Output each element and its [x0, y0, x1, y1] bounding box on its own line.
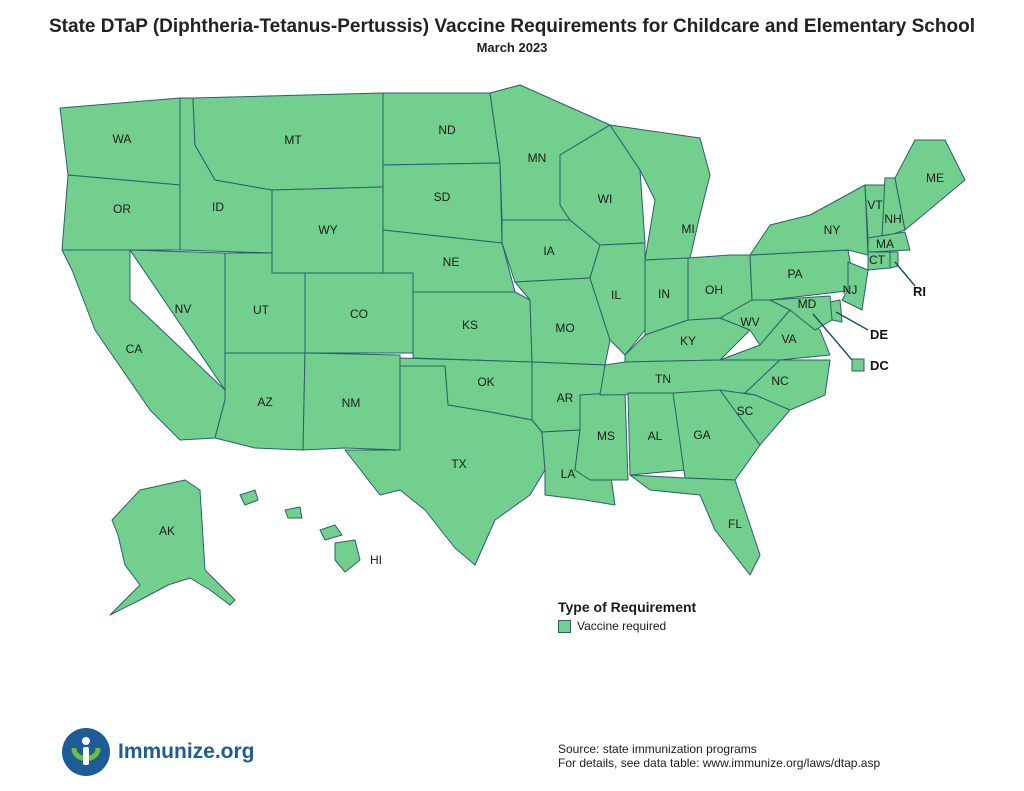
- label-MS: MS: [597, 429, 615, 443]
- label-VA: VA: [781, 332, 796, 346]
- state-HI[interactable]: [239, 489, 361, 573]
- state-RI[interactable]: [889, 251, 899, 269]
- label-VT: VT: [867, 198, 883, 212]
- label-MI: MI: [681, 222, 694, 236]
- ri-leader-line: [894, 261, 916, 287]
- label-AR: AR: [557, 391, 574, 405]
- map-subtitle: March 2023: [476, 40, 548, 55]
- label-OH: OH: [705, 283, 723, 297]
- state-FL[interactable]: [629, 474, 761, 576]
- label-LA: LA: [561, 467, 576, 481]
- label-TN: TN: [655, 372, 671, 386]
- label-IL: IL: [611, 288, 621, 302]
- label-RI: RI: [913, 284, 926, 299]
- legend-label: Vaccine required: [577, 619, 667, 633]
- label-AZ: AZ: [257, 395, 272, 409]
- dc-leader-line: [812, 313, 853, 361]
- legend-item: Vaccine required: [558, 619, 666, 633]
- label-NE: NE: [443, 255, 460, 269]
- label-IA: IA: [543, 244, 554, 258]
- state-NM[interactable]: [302, 352, 401, 451]
- label-IN: IN: [658, 287, 670, 301]
- label-WI: WI: [598, 192, 613, 206]
- label-DC: DC: [870, 358, 889, 373]
- label-NM: NM: [342, 396, 361, 410]
- label-GA: GA: [693, 428, 710, 442]
- map-title: State DTaP (Diphtheria-Tetanus-Pertussis…: [49, 16, 975, 37]
- state-GA[interactable]: [672, 389, 761, 481]
- state-TX[interactable]: [344, 365, 546, 566]
- state-NY[interactable]: [749, 184, 869, 256]
- label-CA: CA: [126, 342, 143, 356]
- label-KS: KS: [462, 318, 478, 332]
- legend-title: Type of Requirement: [558, 599, 697, 615]
- label-NH: NH: [884, 212, 901, 226]
- state-AK[interactable]: [109, 479, 236, 616]
- label-PA: PA: [787, 267, 802, 281]
- label-UT: UT: [253, 303, 270, 317]
- immunize-logo[interactable]: Immunize.org: [62, 728, 255, 776]
- label-NY: NY: [824, 223, 841, 237]
- label-OK: OK: [477, 375, 494, 389]
- state-ME[interactable]: [894, 139, 966, 231]
- logo-text: Immunize.org: [118, 740, 255, 763]
- de-leader-line: [835, 311, 869, 331]
- details-line: For details, see data table: www.immuniz…: [558, 756, 881, 770]
- label-ME: ME: [926, 171, 944, 185]
- label-MT: MT: [284, 133, 302, 147]
- label-MA: MA: [876, 237, 894, 251]
- label-AL: AL: [648, 429, 663, 443]
- label-SC: SC: [737, 404, 754, 418]
- label-OR: OR: [113, 202, 131, 216]
- state-MD[interactable]: [769, 295, 833, 331]
- label-CT: CT: [869, 253, 886, 267]
- label-MO: MO: [555, 321, 574, 335]
- label-NC: NC: [771, 374, 789, 388]
- logo-mark-icon: [62, 728, 110, 776]
- label-ID: ID: [212, 200, 224, 214]
- source-note: Source: state immunization programs For …: [558, 742, 880, 770]
- label-WA: WA: [113, 132, 132, 146]
- label-SD: SD: [434, 190, 451, 204]
- state-NJ[interactable]: [841, 261, 869, 311]
- label-TX: TX: [451, 457, 466, 471]
- label-WY: WY: [318, 223, 337, 237]
- label-MN: MN: [528, 151, 547, 165]
- state-DC[interactable]: [851, 358, 865, 372]
- state-SC[interactable]: [719, 389, 791, 446]
- label-CO: CO: [350, 307, 368, 321]
- label-NV: NV: [175, 302, 192, 316]
- label-WV: WV: [740, 315, 759, 329]
- label-DE: DE: [870, 327, 888, 342]
- label-HI: HI: [370, 553, 382, 567]
- legend-swatch: [558, 619, 571, 633]
- label-NJ: NJ: [843, 283, 858, 297]
- label-AK: AK: [159, 524, 175, 538]
- label-KY: KY: [680, 334, 696, 348]
- label-MD: MD: [798, 297, 817, 311]
- state-MA[interactable]: [867, 231, 911, 253]
- label-ND: ND: [438, 123, 456, 137]
- source-line: Source: state immunization programs: [558, 742, 757, 756]
- label-FL: FL: [728, 517, 742, 531]
